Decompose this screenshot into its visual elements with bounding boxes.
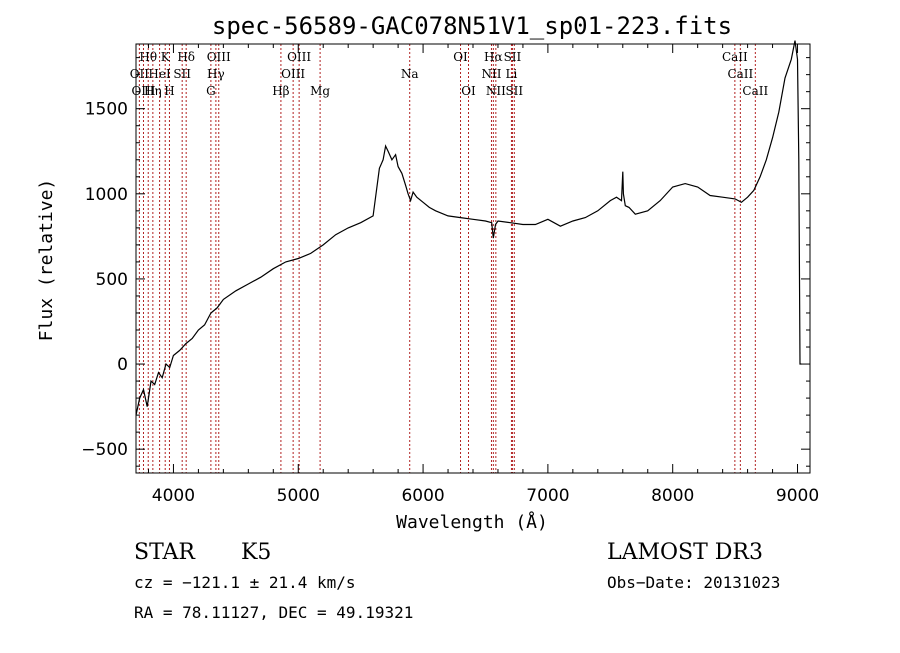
emission-line-label: K [161,50,171,64]
emission-line-label: H [164,84,174,98]
class-label: STAR [134,540,196,565]
emission-line-label: SII [505,84,523,98]
x-tick-label: 7000 [526,486,569,506]
chart-title: spec-56589-GAC078N51V1_sp01-223.fits [212,12,732,40]
y-tick-label: 0 [117,355,128,375]
emission-line-label: Hγ [207,67,225,81]
coords-text: RA = 78.11127, DEC = 49.19321 [134,603,413,622]
x-axis-ticks: 4000 5000 6000 7000 8000 9000 [147,44,819,506]
x-tick-label: 9000 [776,486,819,506]
emission-line-label: G [206,84,216,98]
emission-line-label: OI [461,84,476,98]
emission-line-label: OIII [131,84,155,98]
obs-date-text: Obs−Date: 20131023 [607,573,780,592]
emission-line-label: OII [130,67,150,81]
emission-line-label: OI [453,50,468,64]
y-axis-label: Flux (relative) [36,179,57,342]
y-axis-ticks: −500 0 500 1000 1500 [81,57,810,467]
emission-line-label: SII [504,50,522,64]
cz-text: cz = −121.1 ± 21.4 km/s [134,573,356,592]
emission-line-label: HeI [148,67,171,81]
emission-line-label: CaII [742,84,768,98]
x-tick-label: 4000 [152,486,195,506]
plot-frame [135,43,811,474]
emission-line-label: CaII [722,50,748,64]
emission-line-markers [138,44,756,473]
survey-label: LAMOST DR3 [607,540,763,565]
y-tick-label: 1000 [85,185,128,205]
y-tick-label: 1500 [85,100,128,120]
emission-line-label: OIII [287,50,311,64]
x-tick-label: 5000 [277,486,320,506]
emission-line-label: SII [173,67,191,81]
emission-line-label: Na [401,67,419,81]
emission-line-label: Hβ [272,84,289,98]
emission-line-label: Hη [144,84,162,98]
emission-line-label: Mg [310,84,330,98]
x-tick-label: 6000 [401,486,444,506]
spectrum-line [135,40,802,416]
emission-line-label: NII [481,67,501,81]
emission-line-label: OIII [281,67,305,81]
emission-line-label: Li [506,67,518,81]
y-tick-label: 500 [96,270,128,290]
emission-line-label: NII [486,84,506,98]
emission-line-label: Hα [484,50,503,64]
x-axis-label: Wavelength (Å) [396,511,548,533]
emission-line-label: CaII [727,67,753,81]
x-tick-label: 8000 [651,486,694,506]
emission-line-label: OIII [207,50,231,64]
emission-line-label: Hθ [139,50,157,64]
subclass-label: K5 [241,540,271,565]
y-tick-label: −500 [81,440,128,460]
emission-line-label: Hδ [177,50,195,64]
